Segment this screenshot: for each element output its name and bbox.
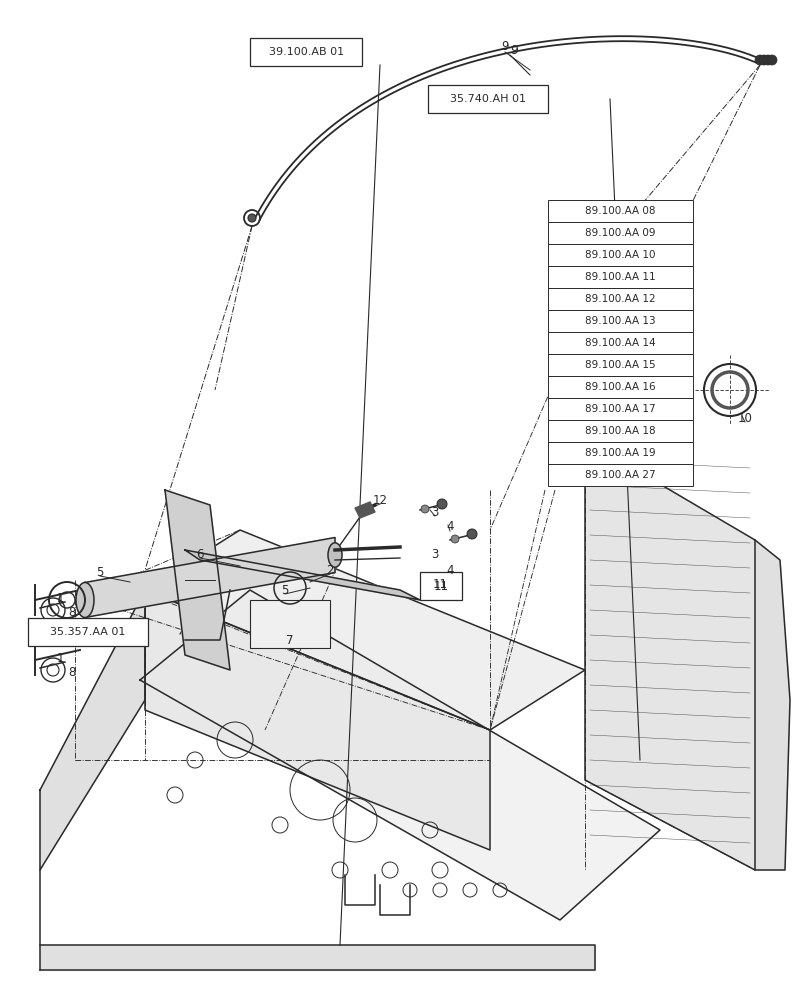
Circle shape bbox=[421, 505, 429, 513]
Text: 89.100.AA 16: 89.100.AA 16 bbox=[585, 382, 656, 392]
Bar bbox=[548, 464, 693, 486]
Circle shape bbox=[248, 214, 256, 222]
Text: 4: 4 bbox=[446, 564, 454, 576]
Polygon shape bbox=[355, 502, 375, 518]
Text: 5: 5 bbox=[281, 584, 288, 596]
Bar bbox=[548, 222, 693, 244]
Circle shape bbox=[437, 499, 447, 509]
Text: 35.740.AH 01: 35.740.AH 01 bbox=[450, 94, 526, 104]
Polygon shape bbox=[40, 945, 595, 970]
Text: 89.100.AA 27: 89.100.AA 27 bbox=[585, 470, 656, 480]
Text: 89.100.AA 13: 89.100.AA 13 bbox=[585, 316, 656, 326]
Polygon shape bbox=[585, 440, 755, 870]
Text: 4: 4 bbox=[446, 520, 454, 534]
Text: 89.100.AA 12: 89.100.AA 12 bbox=[585, 294, 656, 304]
Polygon shape bbox=[140, 590, 660, 920]
Polygon shape bbox=[145, 530, 585, 730]
Text: 11: 11 bbox=[432, 578, 448, 591]
Bar bbox=[548, 332, 693, 354]
Polygon shape bbox=[40, 590, 145, 870]
Bar bbox=[548, 244, 693, 266]
Bar bbox=[420, 572, 462, 600]
Polygon shape bbox=[85, 538, 335, 617]
Bar bbox=[548, 200, 693, 222]
Text: 39.100.AB 01: 39.100.AB 01 bbox=[269, 47, 343, 57]
Text: 89.100.AA 09: 89.100.AA 09 bbox=[585, 228, 656, 238]
Text: 89.100.AA 08: 89.100.AA 08 bbox=[585, 206, 656, 216]
Text: 6: 6 bbox=[196, 548, 204, 562]
Bar bbox=[548, 398, 693, 420]
Bar bbox=[548, 376, 693, 398]
Text: 89.100.AA 10: 89.100.AA 10 bbox=[585, 250, 656, 260]
Text: 7: 7 bbox=[286, 634, 294, 647]
Text: 35.357.AA 01: 35.357.AA 01 bbox=[50, 627, 126, 637]
Polygon shape bbox=[185, 550, 420, 600]
Bar bbox=[548, 310, 693, 332]
Text: 1: 1 bbox=[57, 591, 64, 604]
Circle shape bbox=[451, 535, 459, 543]
Circle shape bbox=[755, 55, 765, 65]
Text: 9: 9 bbox=[510, 43, 518, 56]
Bar bbox=[250, 600, 330, 648]
Text: 3: 3 bbox=[431, 506, 439, 518]
Text: 89.100.AA 15: 89.100.AA 15 bbox=[585, 360, 656, 370]
Polygon shape bbox=[165, 490, 230, 670]
Text: 89.100.AA 17: 89.100.AA 17 bbox=[585, 404, 656, 414]
Bar bbox=[548, 354, 693, 376]
Bar bbox=[548, 420, 693, 442]
Circle shape bbox=[763, 55, 773, 65]
Text: 89.100.AA 19: 89.100.AA 19 bbox=[585, 448, 656, 458]
Text: 89.100.AA 14: 89.100.AA 14 bbox=[585, 338, 656, 348]
Bar bbox=[548, 442, 693, 464]
Text: 12: 12 bbox=[372, 493, 388, 506]
Bar bbox=[250, 38, 362, 66]
Text: 11: 11 bbox=[434, 580, 448, 592]
Text: 10: 10 bbox=[738, 412, 752, 424]
Circle shape bbox=[767, 55, 777, 65]
Text: 9: 9 bbox=[501, 40, 509, 53]
Text: 89.100.AA 11: 89.100.AA 11 bbox=[585, 272, 656, 282]
Bar bbox=[28, 618, 148, 646]
Text: 5: 5 bbox=[96, 566, 103, 578]
Text: 3: 3 bbox=[431, 548, 439, 562]
Polygon shape bbox=[145, 590, 490, 850]
Text: 1: 1 bbox=[57, 652, 64, 664]
Text: 2: 2 bbox=[326, 564, 334, 576]
Polygon shape bbox=[755, 540, 790, 870]
Bar bbox=[548, 288, 693, 310]
Text: 8: 8 bbox=[69, 666, 76, 678]
Circle shape bbox=[467, 529, 477, 539]
Ellipse shape bbox=[328, 543, 342, 567]
Circle shape bbox=[759, 55, 769, 65]
Bar bbox=[548, 266, 693, 288]
Ellipse shape bbox=[76, 582, 94, 617]
Bar bbox=[428, 85, 548, 113]
Text: 89.100.AA 18: 89.100.AA 18 bbox=[585, 426, 656, 436]
Text: 8: 8 bbox=[69, 605, 76, 618]
